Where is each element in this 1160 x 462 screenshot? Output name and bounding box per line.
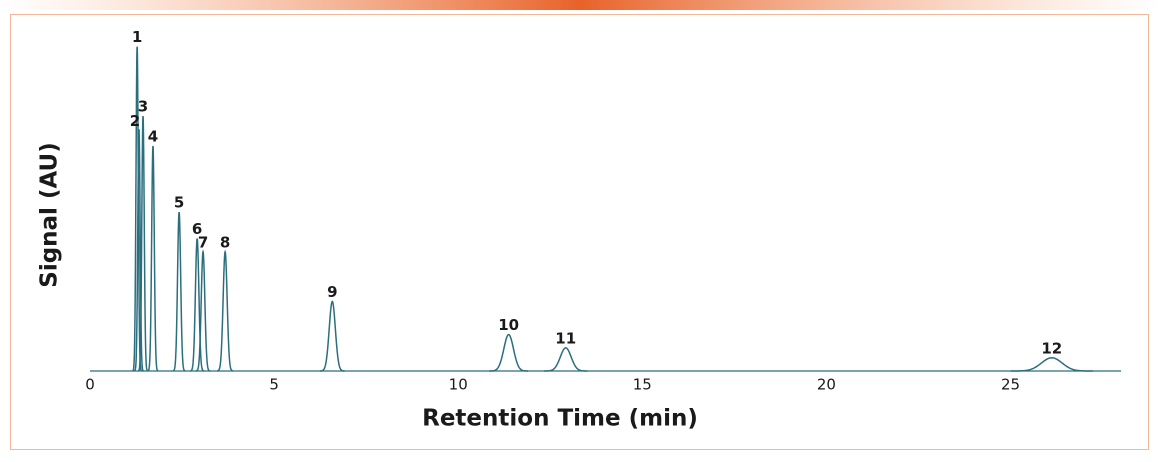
top-bar — [0, 0, 1160, 10]
peak-label: 10 — [498, 316, 519, 334]
peak-label: 11 — [555, 329, 576, 347]
peak-label: 1 — [132, 28, 142, 46]
peak — [489, 333, 529, 372]
x-tick-label: 5 — [269, 376, 279, 394]
peak — [544, 347, 588, 372]
peak — [172, 211, 186, 372]
x-tick-label: 10 — [449, 376, 468, 394]
y-axis-title: Signal (AU) — [37, 142, 63, 288]
peak-label: 7 — [198, 233, 208, 251]
peak-label: 9 — [327, 283, 337, 301]
peak — [138, 116, 149, 372]
frame — [10, 14, 1149, 450]
peak-label: 12 — [1041, 339, 1062, 357]
peak — [195, 249, 211, 372]
peak-label: 6 — [192, 220, 202, 238]
peak — [1010, 357, 1093, 372]
peak-label: 5 — [174, 194, 184, 212]
peak — [319, 300, 345, 372]
x-tick-label: 20 — [817, 376, 836, 394]
peak-label: 2 — [130, 112, 140, 130]
peak — [217, 249, 234, 372]
peak — [134, 129, 144, 372]
peak-label: 3 — [138, 98, 148, 116]
x-tick-label: 15 — [633, 376, 652, 394]
x-tick-label: 25 — [1001, 376, 1020, 394]
peak-label: 4 — [148, 127, 158, 145]
x-axis-title: Retention Time (min) — [422, 406, 698, 432]
x-tick-label: 0 — [85, 376, 95, 394]
peak — [190, 238, 205, 372]
peak — [147, 145, 159, 372]
peak-label: 8 — [220, 233, 230, 251]
